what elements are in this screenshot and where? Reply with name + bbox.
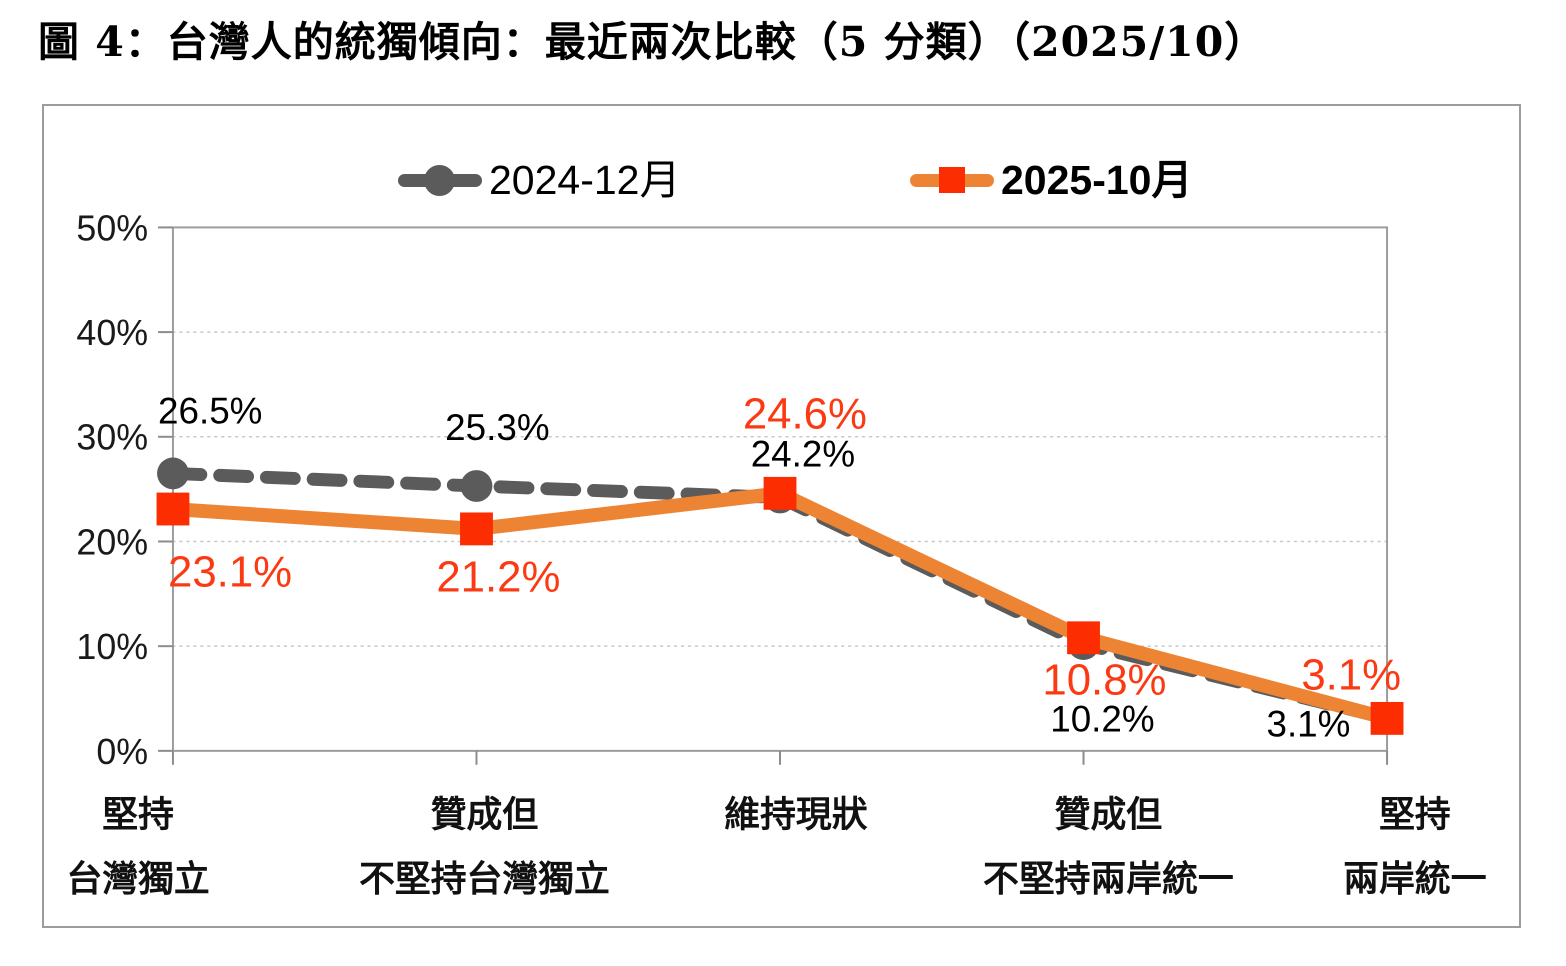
legend-item-2024-12: 2024-12月 — [398, 156, 680, 204]
data-label-2024-12月: 3.1% — [1266, 703, 1350, 744]
data-point-square — [1067, 621, 1100, 655]
data-label-2024-12月: 24.2% — [751, 434, 855, 475]
legend-item-2025-10: 2025-10月 — [910, 156, 1192, 204]
data-point-square — [763, 476, 797, 510]
data-label-2025-10月: 24.6% — [743, 390, 867, 439]
x-axis-label: 贊成但 — [1055, 794, 1163, 834]
y-axis-label: 10% — [76, 627, 148, 667]
y-axis-label: 0% — [96, 732, 148, 772]
x-axis-label: 贊成但 — [431, 794, 539, 834]
x-axis-label: 堅持 — [1379, 794, 1451, 834]
data-label-2024-12月: 26.5% — [158, 391, 262, 432]
x-axis-label: 兩岸統一 — [1343, 859, 1486, 899]
x-axis-label: 維持現狀 — [724, 794, 867, 834]
circle-marker-icon — [424, 164, 455, 196]
data-label-2025-10月: 21.2% — [436, 553, 560, 602]
x-axis-label: 不堅持兩岸統一 — [983, 859, 1234, 899]
data-point-circle — [157, 457, 189, 490]
data-point-square — [156, 492, 190, 526]
chart-outer-box: 2024-12月 2025-10月 0% 10% 20% 30% 40% 50% 堅持台灣獨… — [42, 104, 1521, 928]
data-point-square — [1370, 701, 1404, 735]
data-point-circle — [460, 470, 493, 502]
data-label-2024-12月: 10.2% — [1050, 699, 1154, 740]
legend-label-2024-12: 2024-12月 — [489, 156, 681, 203]
y-axis-label: 30% — [76, 418, 148, 458]
x-axis-label: 不堅持台灣獨立 — [359, 859, 610, 899]
solid-line-square-marker-icon — [910, 167, 994, 193]
data-label-2025-10月: 23.1% — [168, 548, 292, 597]
data-label-2025-10月: 3.1% — [1301, 651, 1401, 700]
series-line-2025-10月 — [166, 486, 1395, 726]
x-axis-label: 堅持 — [102, 794, 174, 834]
legend-label-2025-10: 2025-10月 — [1001, 156, 1193, 203]
y-axis-label: 40% — [76, 313, 148, 353]
dashed-line-circle-marker-icon — [398, 164, 482, 196]
y-axis-label: 20% — [76, 522, 148, 562]
x-axis-label: 台灣獨立 — [67, 859, 210, 899]
data-label-2024-12月: 25.3% — [445, 407, 549, 448]
y-axis-label: 50% — [76, 208, 148, 248]
chart-title: 圖 4：台灣人的統獨傾向：最近兩次比較（5 分類）（2025/10） — [38, 18, 1267, 66]
square-marker-icon — [939, 167, 965, 193]
data-point-square — [460, 512, 493, 546]
data-label-2025-10月: 10.8% — [1042, 656, 1166, 705]
